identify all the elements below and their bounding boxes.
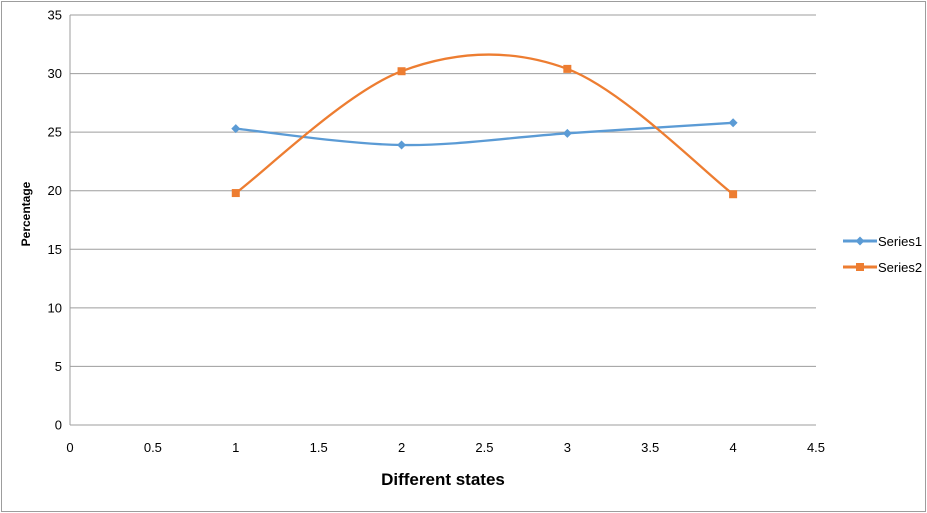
x-tick-label: 2.5 [475, 440, 493, 455]
legend-item-series2: Series2 [843, 257, 922, 277]
data-point-series2 [563, 64, 572, 73]
data-point-series2 [729, 190, 738, 199]
data-point-series1 [231, 124, 241, 134]
y-tick-label: 15 [48, 242, 62, 257]
legend-marker [855, 236, 865, 246]
legend-marker [856, 263, 864, 271]
x-axis-title: Different states [381, 470, 505, 489]
x-tick-label: 4.5 [807, 440, 825, 455]
y-tick-label: 10 [48, 300, 62, 315]
x-tick-label: 1 [232, 440, 239, 455]
y-tick-label: 0 [55, 418, 62, 433]
y-tick-label: 35 [48, 8, 62, 23]
y-axis-title: Percentage [19, 181, 33, 247]
series-line-series2 [234, 53, 735, 196]
x-tick-label: 3 [564, 440, 571, 455]
x-tick-label: 2 [398, 440, 405, 455]
y-tick-label: 20 [48, 183, 62, 198]
series-line-series1 [234, 121, 735, 147]
x-tick-label: 0.5 [144, 440, 162, 455]
data-point-series2 [231, 189, 240, 198]
legend-label-series1: Series1 [878, 233, 923, 249]
x-tick-label: 0 [66, 440, 73, 455]
data-point-series1 [397, 140, 407, 150]
data-point-series1 [728, 118, 738, 128]
data-point-series2 [397, 67, 406, 76]
y-tick-label: 30 [48, 66, 62, 81]
x-tick-label: 1.5 [310, 440, 328, 455]
data-point-series1 [562, 128, 572, 138]
y-tick-label: 5 [55, 359, 62, 374]
x-tick-label: 4 [729, 440, 736, 455]
series2-line-marker-icon [843, 263, 877, 271]
x-tick-label: 3.5 [641, 440, 659, 455]
series1-line-marker-icon [843, 236, 877, 246]
legend-label-series2: Series2 [878, 259, 923, 275]
y-tick-label: 25 [48, 125, 62, 140]
legend: Series1 Series2 [843, 231, 922, 277]
legend-item-series1: Series1 [843, 231, 922, 251]
